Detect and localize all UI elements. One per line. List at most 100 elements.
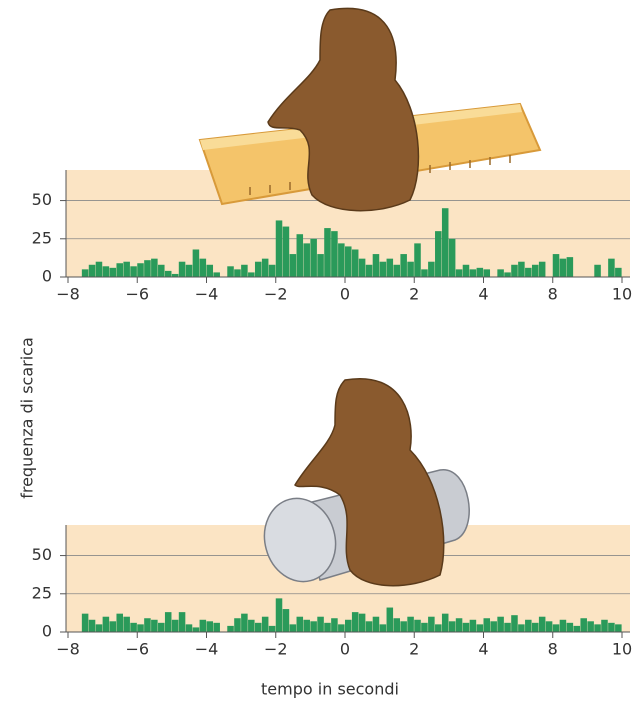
bar xyxy=(477,624,484,632)
bar xyxy=(407,617,414,632)
x-tick-label: −8 xyxy=(56,640,80,659)
bar xyxy=(421,623,428,632)
bar xyxy=(359,259,366,277)
bar xyxy=(539,617,546,632)
bar xyxy=(580,618,587,632)
bar xyxy=(310,621,317,632)
bar xyxy=(463,623,470,632)
bar xyxy=(352,612,359,632)
bar xyxy=(470,620,477,632)
bar xyxy=(89,620,96,632)
bar xyxy=(151,620,158,632)
y-tick-label: 50 xyxy=(32,190,52,209)
bar xyxy=(449,239,456,277)
bar xyxy=(290,254,297,277)
bar xyxy=(435,624,442,632)
bar xyxy=(511,265,518,277)
bar xyxy=(241,265,248,277)
x-tick-label: 8 xyxy=(548,640,558,659)
bar xyxy=(518,624,525,632)
bar xyxy=(234,618,241,632)
x-tick-label: −2 xyxy=(264,285,288,304)
x-tick-label: −4 xyxy=(195,640,219,659)
bar xyxy=(567,623,574,632)
bar xyxy=(456,618,463,632)
x-tick-label: −6 xyxy=(125,285,149,304)
bar xyxy=(497,269,504,277)
bar xyxy=(484,618,491,632)
bar xyxy=(539,262,546,277)
y-axis-label: frequenza di scarica xyxy=(18,337,37,499)
y-tick-label: 0 xyxy=(42,622,52,641)
bar xyxy=(297,234,304,277)
bar xyxy=(227,626,234,632)
bar xyxy=(608,259,615,277)
bar xyxy=(317,254,324,277)
x-tick-label: −2 xyxy=(264,640,288,659)
bar xyxy=(193,627,200,632)
bar xyxy=(207,621,214,632)
bar xyxy=(463,265,470,277)
bar xyxy=(200,259,207,277)
bar xyxy=(504,272,511,277)
bar xyxy=(207,265,214,277)
bar xyxy=(615,268,622,277)
bar xyxy=(179,262,186,277)
bar xyxy=(276,598,283,632)
bar xyxy=(352,249,359,277)
y-tick-label: 25 xyxy=(32,583,52,602)
bar xyxy=(269,626,276,632)
bar xyxy=(470,269,477,277)
bar xyxy=(435,231,442,277)
figure: 02550−8−6−4−202481002550−8−6−4−2024810 f… xyxy=(0,0,640,704)
bar xyxy=(186,265,193,277)
bar xyxy=(179,612,186,632)
x-tick-label: 0 xyxy=(340,640,350,659)
cylinder-illustration xyxy=(255,379,469,590)
bar xyxy=(110,268,117,277)
bar xyxy=(130,623,137,632)
bar xyxy=(414,620,421,632)
bar xyxy=(269,265,276,277)
bar xyxy=(428,617,435,632)
y-tick-label: 0 xyxy=(42,267,52,286)
x-tick-label: −6 xyxy=(125,640,149,659)
bar xyxy=(193,249,200,277)
bar xyxy=(366,621,373,632)
bar xyxy=(387,608,394,632)
bar xyxy=(532,265,539,277)
bar xyxy=(449,621,456,632)
bar xyxy=(338,243,345,277)
bar xyxy=(82,614,89,632)
bar xyxy=(331,231,338,277)
bar xyxy=(165,612,172,632)
bar xyxy=(567,257,574,277)
bar xyxy=(518,262,525,277)
bar xyxy=(331,618,338,632)
bar xyxy=(442,208,449,277)
bar xyxy=(262,259,269,277)
bar xyxy=(477,268,484,277)
x-tick-label: −4 xyxy=(195,285,219,304)
bar xyxy=(89,265,96,277)
bar xyxy=(373,254,380,277)
y-tick-label: 50 xyxy=(32,545,52,564)
bar xyxy=(172,620,179,632)
bar xyxy=(248,620,255,632)
bar xyxy=(303,620,310,632)
bar xyxy=(200,620,207,632)
bar xyxy=(110,621,117,632)
bar xyxy=(414,243,421,277)
bar xyxy=(380,262,387,277)
bar xyxy=(262,617,269,632)
bar xyxy=(82,269,89,277)
bar xyxy=(116,263,123,277)
bar xyxy=(227,266,234,277)
bar xyxy=(393,265,400,277)
bar xyxy=(186,624,193,632)
bar xyxy=(387,259,394,277)
bar xyxy=(608,623,615,632)
bar xyxy=(601,620,608,632)
bar xyxy=(484,269,491,277)
